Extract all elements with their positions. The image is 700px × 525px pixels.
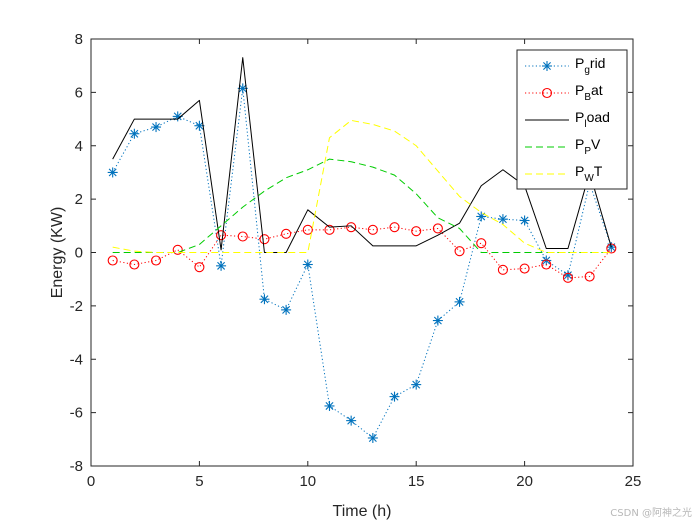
legend-item-pgrid: Pgrid [525,55,605,76]
x-tick-label: 15 [408,473,425,490]
series-layer [107,57,617,443]
y-axis-label: Energy (KW) [49,207,66,299]
data-point-pbat [367,224,378,235]
data-point-pbat [411,226,422,237]
legend-label: PWT [575,163,603,184]
data-point-pgrid [107,167,118,178]
y-tick-label: -8 [70,458,83,475]
data-point-pbat [432,223,443,234]
data-point-pbat [281,228,292,239]
data-point-pgrid [432,315,443,326]
data-point-pgrid [411,379,422,390]
y-tick-label: -4 [70,351,83,368]
data-point-pbat [302,224,313,235]
data-point-pbat [172,244,183,255]
data-point-pgrid [454,296,465,307]
series-line-pwt [112,119,612,253]
x-tick-label: 25 [625,473,642,490]
legend: Pgrid PBat Pload PPV PWT [516,49,628,190]
data-point-pbat [497,264,508,275]
data-point-pbat [216,230,227,241]
y-tick-label: 2 [75,191,83,208]
data-point-pbat [562,272,574,283]
legend-label: Pload [575,109,610,130]
data-point-pbat [194,262,205,273]
y-tick-label: 8 [75,31,83,48]
legend-item-pwt: PWT [525,163,603,184]
series-pbat [107,222,617,283]
data-point-pbat [324,224,335,235]
x-tick-label: 0 [87,473,95,490]
data-point-pbat [584,271,595,282]
series-ppv [112,158,612,253]
x-axis-label: Time (h) [333,503,392,520]
y-tick-label: -6 [70,405,83,422]
data-point-pgrid [216,260,227,271]
data-point-pbat [346,222,357,233]
data-point-pgrid [324,400,335,411]
data-point-pbat [519,263,530,274]
data-point-pgrid [497,214,508,225]
data-point-pbat [454,246,465,257]
data-point-pbat [237,231,248,242]
series-line-pload [112,57,612,253]
data-point-pbat [150,255,162,266]
series-line-pbat [112,226,612,279]
data-point-pgrid [281,304,292,315]
data-point-pbat [541,259,552,270]
legend-marker [542,61,552,71]
legend-item-ppv: PPV [525,136,601,157]
legend-label: PBat [575,82,603,103]
y-tick-label: 0 [75,245,83,262]
x-tick-label: 10 [299,473,316,490]
watermark: CSDN @阿神之光 [610,508,692,519]
series-line-ppv [112,158,612,253]
data-point-pbat [107,255,118,266]
y-tick-label: 4 [75,138,83,155]
data-point-pgrid [346,415,357,426]
data-point-pgrid [476,211,487,222]
x-tick-label: 5 [195,473,203,490]
legend-item-pload: Pload [525,109,610,130]
data-point-pgrid [389,391,400,402]
series-pwt [112,119,612,253]
data-point-pgrid [259,294,270,305]
x-tick-label: 20 [516,473,533,490]
data-point-pbat [259,234,270,245]
data-point-pbat [389,222,400,233]
legend-marker [541,87,553,99]
y-axis: -8 -6 -4 -2 0 2 4 6 8 [70,31,633,475]
data-point-pgrid [129,128,140,139]
data-point-pgrid [367,432,378,443]
legend-item-pbat: PBat [525,82,603,103]
data-point-pbat [476,238,487,249]
data-point-pbat [129,259,140,270]
data-point-pbat [606,243,617,254]
legend-label: Pgrid [575,55,605,76]
x-axis: 0 5 10 15 20 25 [87,39,642,490]
series-pload [112,57,612,253]
y-tick-label: 6 [75,84,83,101]
data-point-pgrid [519,215,530,226]
legend-label: PPV [575,136,601,157]
data-point-pgrid [151,122,162,133]
data-point-pgrid [302,259,313,270]
y-tick-label: -2 [70,298,83,315]
